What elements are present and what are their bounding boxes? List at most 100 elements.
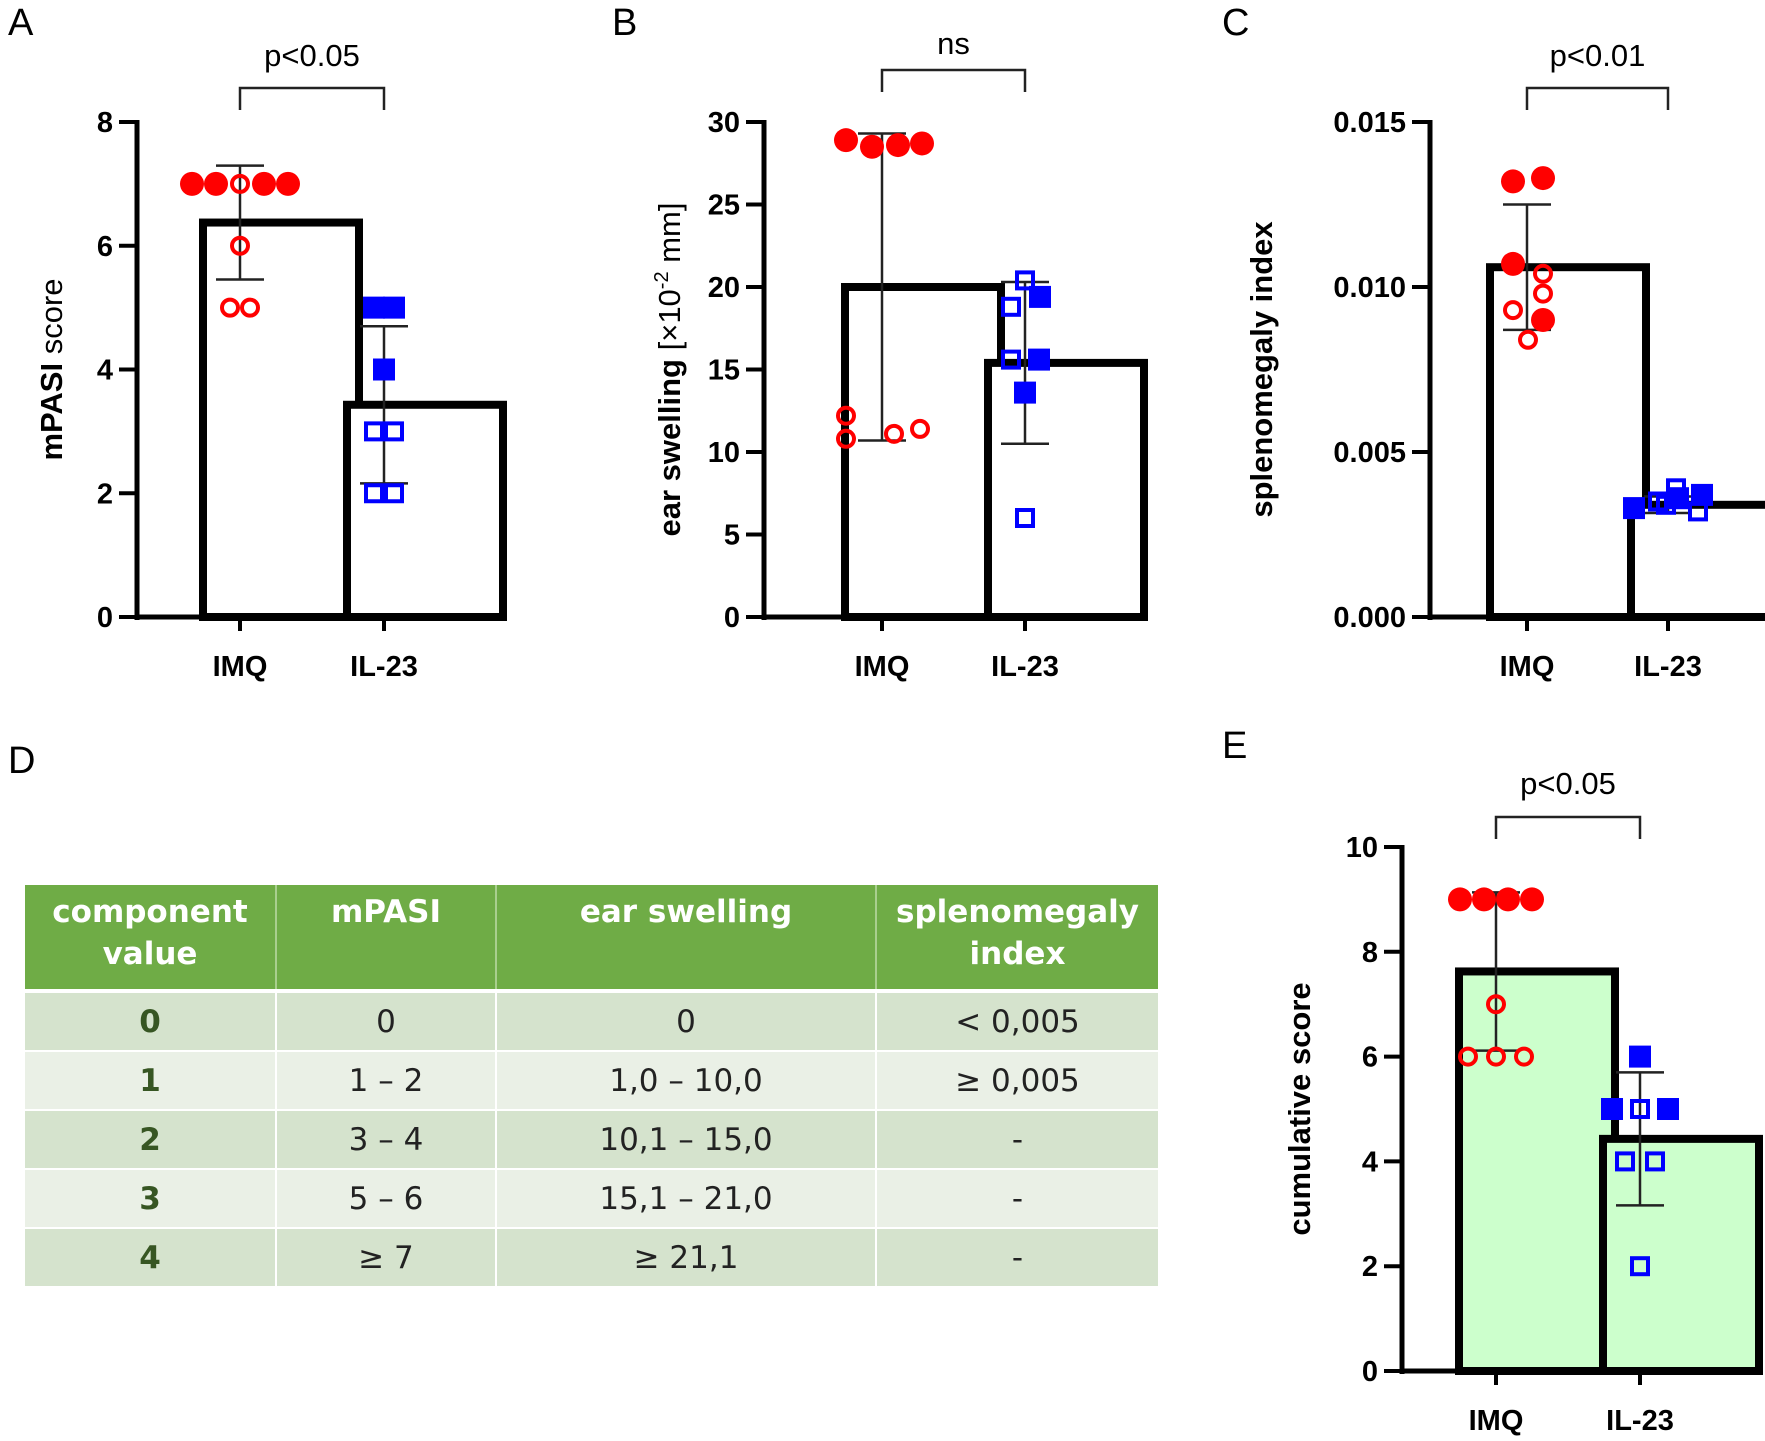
- data-point-open-square: [1630, 1099, 1650, 1119]
- data-point-filled-circle: [1501, 169, 1525, 194]
- data-point-open-square: [1630, 1256, 1650, 1277]
- data-point-open-circle: [1486, 1046, 1506, 1067]
- data-point-filled-square: [1028, 348, 1050, 371]
- data-point-open-circle: [1458, 1046, 1478, 1067]
- panel-label-b: B: [612, 2, 638, 44]
- data-point-filled-circle: [1520, 887, 1544, 912]
- data-point-open-square: [1015, 508, 1035, 528]
- cell-mpasi: ≥ 7: [276, 1227, 497, 1286]
- y-tick-label: 15: [708, 355, 740, 387]
- table-row: 2 3 – 4 10,1 – 15,0 -: [25, 1109, 1158, 1169]
- significance-bracket: [1494, 815, 1642, 839]
- data-point-open-circle: [1503, 300, 1523, 321]
- y-tick-label: 6: [1362, 1042, 1378, 1074]
- panel-label-d: D: [8, 740, 36, 782]
- data-point-open-square: [1688, 501, 1708, 522]
- cell-splenomegaly: -: [876, 1227, 1158, 1286]
- y-tick-label: 8: [97, 107, 113, 139]
- x-category-label: IL-23: [1634, 651, 1702, 683]
- y-tick-label: 0.000: [1333, 602, 1406, 634]
- data-point-filled-circle: [1531, 308, 1555, 332]
- cell-splenomegaly: -: [876, 1109, 1158, 1169]
- data-point-open-circle: [220, 297, 240, 318]
- y-axis-title-unit: [×10: [652, 289, 687, 359]
- cell-ear-swelling: 1,0 – 10,0: [496, 1050, 877, 1110]
- significance-label: ns: [937, 26, 970, 61]
- data-point-filled-square: [1691, 483, 1713, 506]
- bar-imq: [1455, 967, 1619, 1375]
- y-axis-title: mPASI score: [34, 278, 69, 460]
- significance-bracket: [1525, 86, 1670, 110]
- cell-mpasi: 0: [276, 990, 497, 1051]
- data-point-open-circle: [836, 405, 856, 426]
- data-point-filled-circle: [1496, 887, 1520, 912]
- data-point-filled-square: [1601, 1098, 1623, 1120]
- data-point-filled-circle: [834, 128, 858, 153]
- y-tick-label: 0.015: [1333, 107, 1406, 139]
- cell-ear-swelling: 0: [496, 990, 877, 1051]
- y-axis-title: cumulative score: [1282, 982, 1317, 1235]
- y-tick-label: 25: [708, 190, 740, 222]
- y-axis-title-superscript: -2: [651, 271, 673, 289]
- cell-mpasi: 5 – 6: [276, 1168, 497, 1228]
- cell-component-value: 2: [25, 1109, 277, 1169]
- data-point-open-square: [1001, 349, 1021, 370]
- header-text: mPASI: [330, 894, 442, 930]
- y-axis-title-rest: score: [34, 278, 69, 362]
- data-point-open-square: [1656, 494, 1676, 515]
- y-axis-title-main: ear swelling: [652, 359, 687, 536]
- significance-label: p<0.01: [1550, 38, 1646, 73]
- data-point-open-square: [1645, 1151, 1665, 1172]
- data-point-open-square: [384, 421, 404, 442]
- significance-bracket: [238, 86, 386, 110]
- x-category-label: IMQ: [213, 651, 268, 683]
- panel-label-a: A: [8, 2, 34, 44]
- cell-component-value: 1: [25, 1050, 277, 1110]
- y-tick-label: 30: [708, 107, 740, 139]
- y-tick-label: 4: [1362, 1146, 1378, 1178]
- data-point-filled-circle: [180, 171, 204, 196]
- data-point-filled-square: [1014, 381, 1036, 404]
- data-point-open-circle: [1533, 283, 1553, 304]
- bar-il-23: [984, 358, 1148, 621]
- y-axis-title: splenomegaly index: [1244, 221, 1279, 518]
- bar-imq: [199, 218, 363, 621]
- table-row: 3 5 – 6 15,1 – 21,0 -: [25, 1168, 1158, 1228]
- data-point-filled-circle: [252, 171, 276, 196]
- y-tick-label: 0.005: [1333, 437, 1406, 469]
- y-tick-label: 8: [1362, 937, 1378, 969]
- data-point-filled-circle: [276, 171, 300, 196]
- cell-splenomegaly: -: [876, 1168, 1158, 1228]
- x-category-label: IMQ: [1469, 1405, 1524, 1437]
- data-point-open-circle: [1518, 329, 1538, 350]
- significance-label: p<0.05: [1520, 766, 1616, 801]
- data-point-filled-circle: [860, 134, 884, 159]
- x-category-label: IMQ: [855, 651, 910, 683]
- header-splenomegaly-index: splenomegaly index: [876, 885, 1158, 993]
- header-text: component: [52, 894, 248, 930]
- header-text: ear swelling: [579, 894, 793, 930]
- data-point-open-circle: [230, 173, 250, 194]
- y-tick-label: 6: [97, 231, 113, 263]
- cell-mpasi: 1 – 2: [276, 1050, 497, 1110]
- y-axis-title: ear swelling [×10-2 mm]: [651, 203, 687, 537]
- data-point-filled-square: [373, 358, 395, 381]
- table-header-row: component value mPASI ear swelling splen…: [25, 885, 1158, 993]
- cell-splenomegaly: < 0,005: [876, 990, 1158, 1051]
- cell-component-value: 4: [25, 1227, 277, 1286]
- data-point-filled-square: [1623, 497, 1645, 520]
- cell-splenomegaly: ≥ 0,005: [876, 1050, 1158, 1110]
- data-point-open-square: [364, 483, 384, 504]
- cell-ear-swelling: ≥ 21,1: [496, 1227, 877, 1286]
- bar-il-23: [1627, 500, 1765, 621]
- table-row: 1 1 – 2 1,0 – 10,0 ≥ 0,005: [25, 1050, 1158, 1110]
- x-category-label: IL-23: [1606, 1405, 1674, 1437]
- header-ear-swelling: ear swelling: [496, 885, 877, 993]
- data-point-open-square: [1615, 1151, 1635, 1172]
- significance-bracket: [880, 68, 1027, 92]
- data-point-filled-square: [1657, 1098, 1679, 1120]
- y-tick-label: 20: [708, 272, 740, 304]
- panel-label-e: E: [1222, 725, 1248, 767]
- header-component-value: component value: [25, 885, 277, 993]
